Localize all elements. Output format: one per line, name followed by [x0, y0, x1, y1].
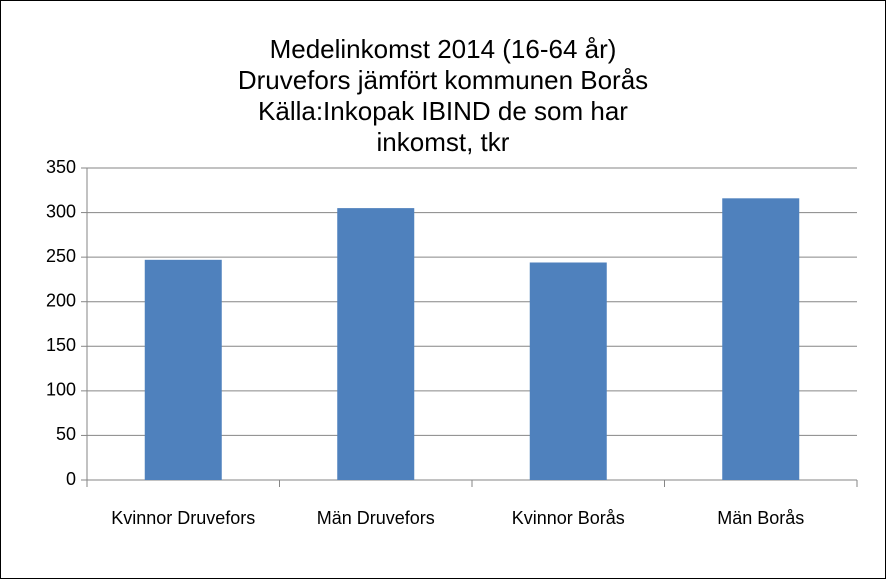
y-tick-label: 300: [46, 201, 76, 221]
y-tick-label: 200: [46, 290, 76, 310]
chart-title: Medelinkomst 2014 (16-64 år) Druvefors j…: [237, 34, 649, 157]
x-tick-label: Män Druvefors: [316, 508, 435, 528]
y-tick-label: 0: [66, 469, 76, 489]
x-tick-label: Kvinnor Druvefors: [111, 508, 256, 528]
y-tick-label: 50: [56, 424, 76, 444]
y-tick-label: 350: [46, 157, 76, 177]
y-tick-label: 250: [46, 246, 76, 266]
bar: [144, 259, 222, 480]
y-tick-label: 100: [46, 380, 76, 400]
bar: [529, 262, 607, 480]
y-tick-label: 150: [46, 335, 76, 355]
x-tick-label: Kvinnor Borås: [511, 508, 625, 528]
x-tick-label: Män Borås: [717, 508, 805, 528]
bar: [722, 198, 800, 480]
bar: [337, 208, 415, 480]
